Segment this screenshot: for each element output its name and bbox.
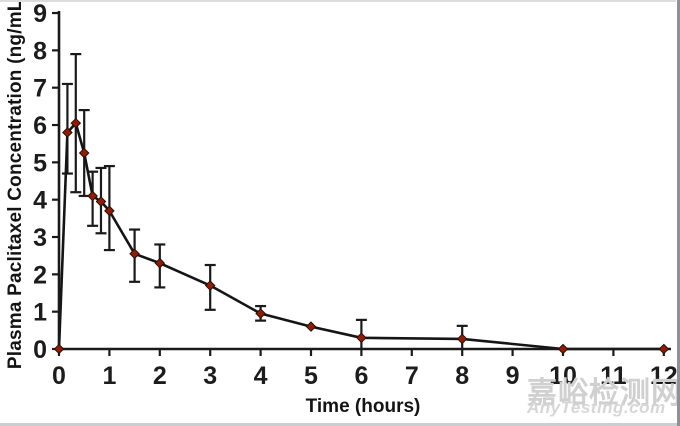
x-tick-label: 1 xyxy=(102,362,116,390)
data-point-marker xyxy=(255,308,266,319)
y-tick-label: 1 xyxy=(33,299,47,327)
x-tick-label: 0 xyxy=(52,362,66,390)
y-tick-label: 2 xyxy=(33,261,47,289)
x-tick-label: 8 xyxy=(455,362,469,390)
watermark-site-name: AnyTesting.com xyxy=(527,398,666,417)
data-point-marker xyxy=(62,127,73,138)
bottom-border-line xyxy=(0,423,677,426)
y-tick-label: 6 xyxy=(33,112,47,140)
y-tick-label: 0 xyxy=(33,336,47,364)
data-point-marker xyxy=(204,280,216,291)
data-point-marker xyxy=(104,205,115,217)
x-tick-label: 10 xyxy=(549,362,577,390)
data-point-marker xyxy=(356,332,367,344)
y-axis-title: Plasma Paclitaxel Concentration (ng/mL) xyxy=(5,0,26,370)
y-tick-label: 5 xyxy=(33,149,47,177)
y-tick-label: 4 xyxy=(33,187,47,215)
x-tick-label: 9 xyxy=(506,362,520,390)
data-point-marker xyxy=(658,343,670,355)
x-tick-label: 12 xyxy=(650,362,678,390)
data-point-marker xyxy=(78,147,90,159)
data-point-marker xyxy=(129,248,140,260)
data-point-marker xyxy=(70,117,82,129)
x-tick-label: 5 xyxy=(304,362,318,390)
data-point-marker xyxy=(53,343,65,355)
data-point-marker xyxy=(305,321,317,332)
data-point-marker xyxy=(557,343,569,355)
y-tick-label: 7 xyxy=(33,75,47,103)
data-point-marker xyxy=(154,257,166,269)
right-border-line xyxy=(677,0,680,426)
x-tick-label: 7 xyxy=(405,362,419,390)
x-tick-label: 6 xyxy=(354,362,368,390)
watermark-chinese: 嘉峪检测网 xyxy=(527,377,680,410)
y-tick-label: 9 xyxy=(33,0,47,28)
data-point-marker xyxy=(456,333,468,345)
x-tick-label: 4 xyxy=(254,362,268,390)
x-axis-title: Time (hours) xyxy=(305,396,421,417)
x-tick-label: 2 xyxy=(153,362,167,390)
data-point-marker xyxy=(87,190,98,202)
y-tick-label: 3 xyxy=(33,224,47,252)
y-tick-label: 8 xyxy=(33,37,47,65)
x-tick-label: 3 xyxy=(203,362,217,390)
x-tick-label: 11 xyxy=(600,362,627,390)
top-border-line xyxy=(0,0,676,2)
data-point-marker xyxy=(95,196,107,207)
series-line xyxy=(57,121,666,351)
